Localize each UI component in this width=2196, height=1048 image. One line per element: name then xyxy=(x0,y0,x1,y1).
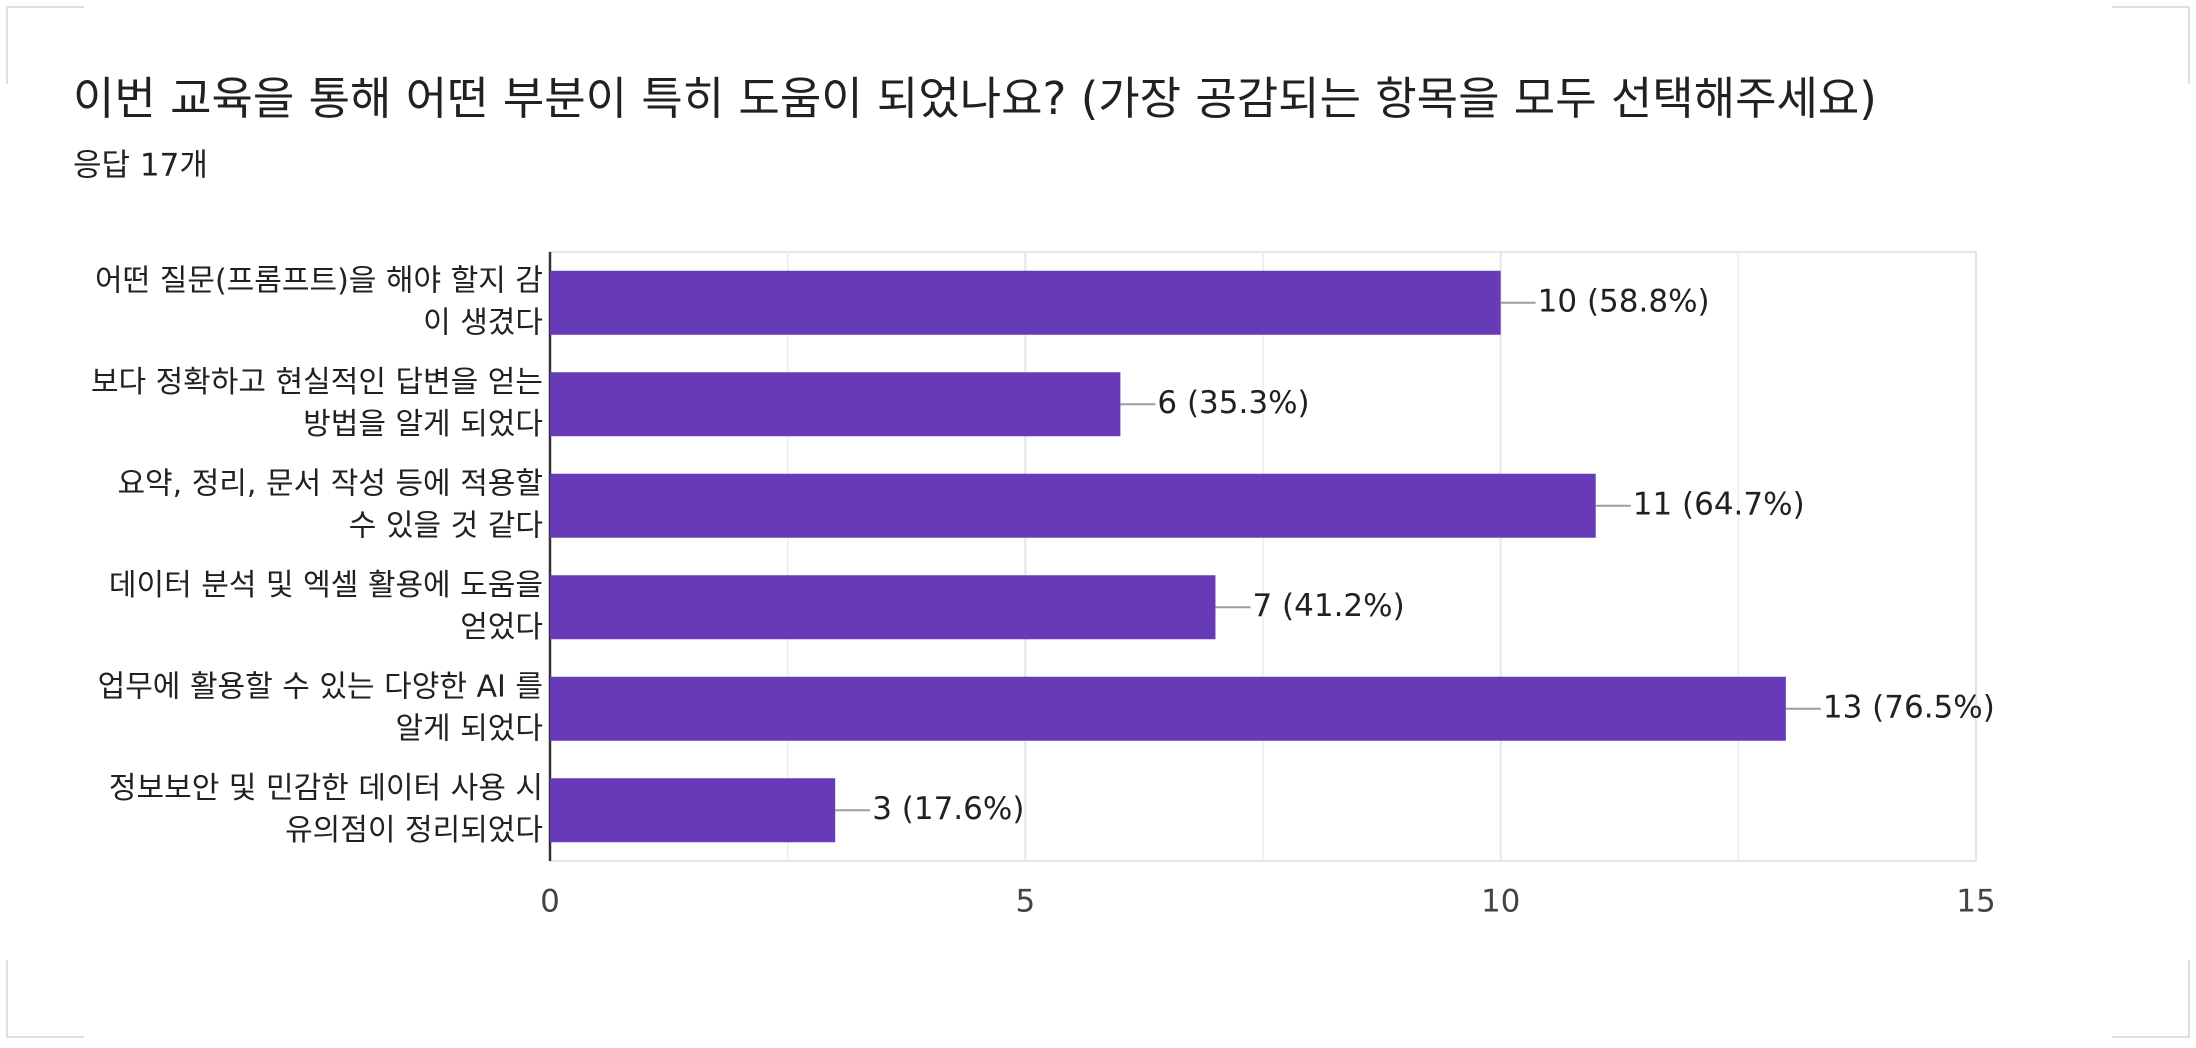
y-tick-label: 데이터 분석 및 엑셀 활용에 도움을 xyxy=(109,568,543,603)
bar xyxy=(550,778,836,843)
y-tick-label: 유의점이 정리되었다 xyxy=(285,813,543,848)
value-label: 6 (35.3%) xyxy=(1157,385,1309,421)
chart-title: 이번 교육을 통해 어떤 부분이 특히 도움이 되었나요? (가장 공감되는 항… xyxy=(73,72,1877,125)
x-tick-label: 0 xyxy=(540,884,560,920)
corner-brackets xyxy=(6,6,2190,1038)
value-label: 7 (41.2%) xyxy=(1252,588,1404,624)
bar xyxy=(550,473,1596,538)
y-tick-label: 이 생겼다 xyxy=(423,305,543,340)
x-tick-label: 10 xyxy=(1481,884,1520,920)
y-tick-label: 업무에 활용할 수 있는 다양한 AI 를 xyxy=(98,669,543,704)
y-tick-label: 어떤 질문(프롬프트)을 해야 할지 감 xyxy=(95,263,543,298)
y-tick-label: 정보보안 및 민감한 데이터 사용 시 xyxy=(109,771,543,806)
bar xyxy=(550,676,1786,741)
bar xyxy=(550,270,1501,335)
y-tick-label: 얻었다 xyxy=(460,610,543,645)
corner-bracket xyxy=(2112,6,2190,84)
chart-subtitle: 응답 17개 xyxy=(73,148,208,184)
y-tick-label: 방법을 알게 되었다 xyxy=(303,407,543,442)
x-tick-label: 15 xyxy=(1956,884,1995,920)
y-tick-label: 수 있을 것 같다 xyxy=(349,508,543,543)
value-label: 3 (17.6%) xyxy=(872,791,1024,827)
bar xyxy=(550,575,1216,640)
corner-bracket xyxy=(6,6,84,84)
y-tick-label: 알게 되었다 xyxy=(395,711,543,746)
value-label: 11 (64.7%) xyxy=(1633,486,1805,522)
y-tick-label: 요약, 정리, 문서 작성 등에 적용할 xyxy=(117,466,543,501)
bar xyxy=(550,372,1121,437)
corner-bracket xyxy=(6,960,84,1038)
corner-bracket xyxy=(2112,960,2190,1038)
y-tick-label: 보다 정확하고 현실적인 답변을 얻는 xyxy=(91,365,543,400)
value-label: 10 (58.8%) xyxy=(1538,283,1710,319)
value-label: 13 (76.5%) xyxy=(1823,689,1995,725)
x-tick-label: 5 xyxy=(1015,884,1035,920)
